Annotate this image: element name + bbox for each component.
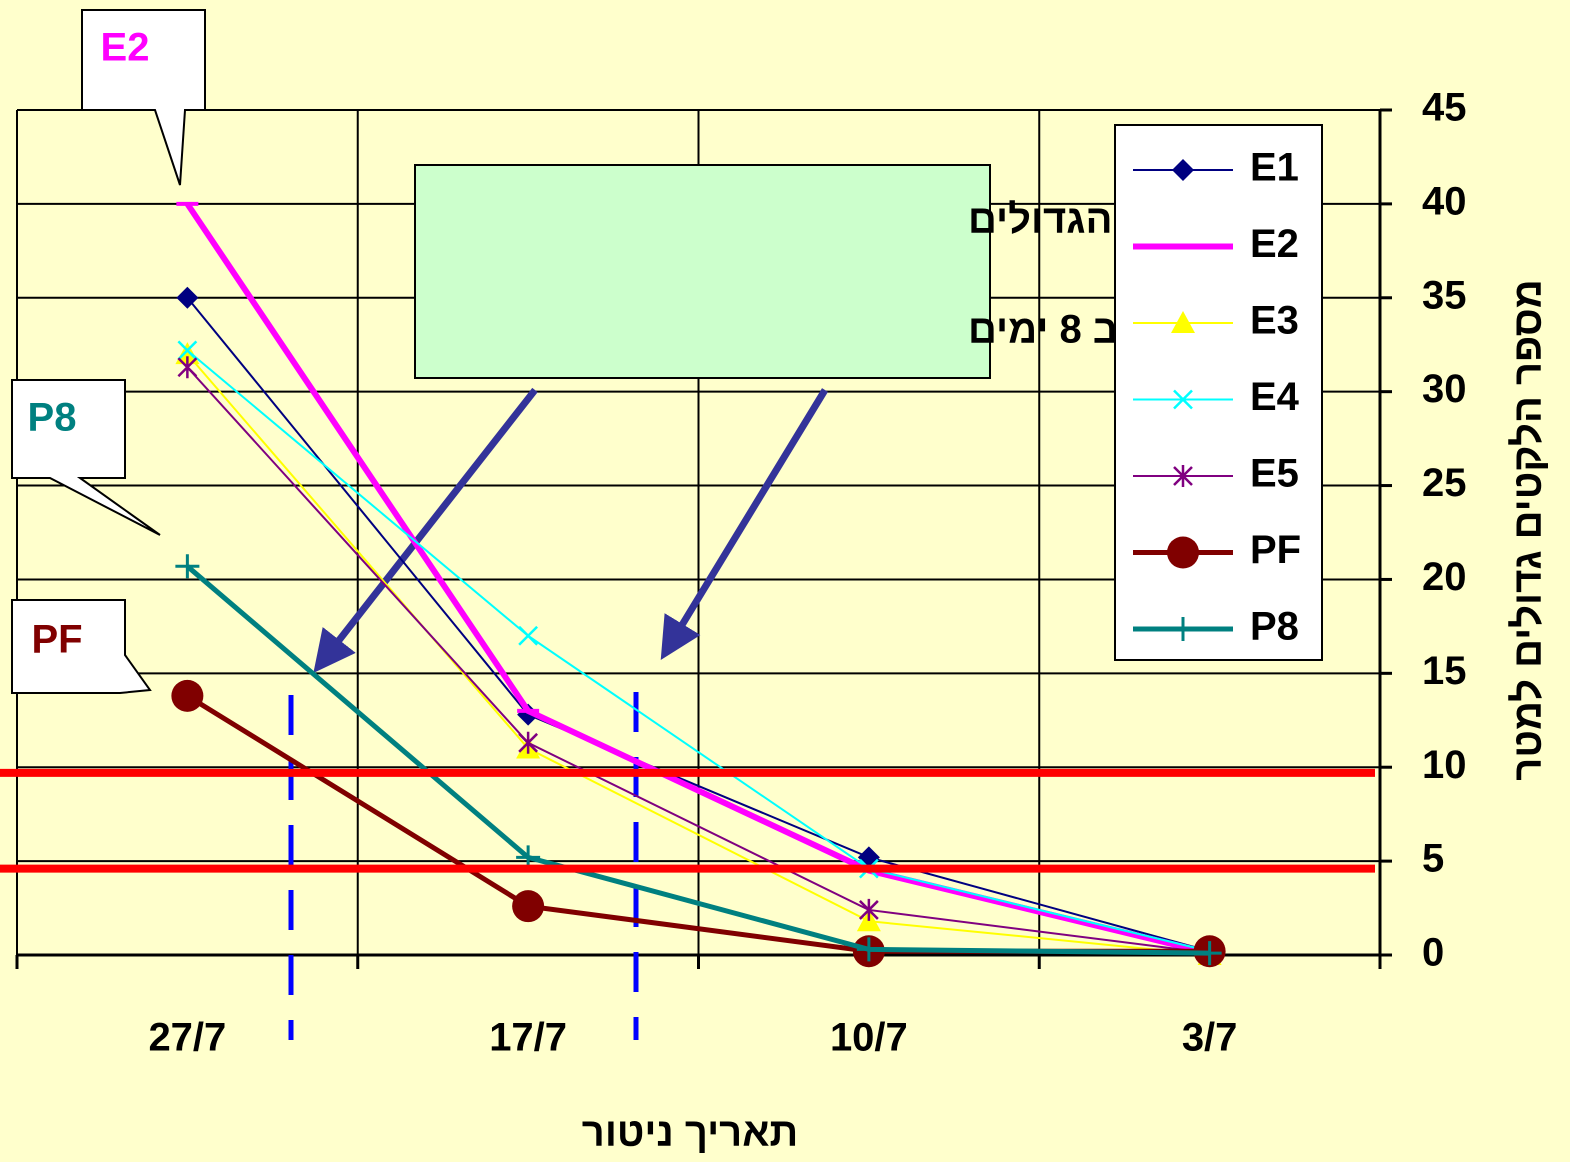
marker (171, 679, 204, 712)
marker (512, 890, 545, 923)
marker (1167, 536, 1199, 569)
arrow (313, 387, 538, 674)
y-axis-label: מספר הלקטים גדולים למטר (1506, 279, 1550, 780)
y-tick-label: 15 (1422, 649, 1467, 693)
marker (175, 342, 200, 365)
y-tick-label: 10 (1422, 743, 1467, 787)
legend-box (1114, 124, 1323, 661)
series-line (185, 564, 1210, 956)
y-tick-label: 0 (1422, 931, 1444, 975)
series-line (186, 353, 1210, 956)
series-line (186, 297, 1210, 953)
arrow (660, 388, 828, 660)
x-tick-label: 27/7 (148, 1016, 226, 1060)
legend-label: E2 (1250, 222, 1299, 266)
y-tick-label: 25 (1422, 461, 1467, 505)
marker (858, 898, 879, 921)
y-tick-label: 45 (1422, 86, 1467, 130)
x-tick-label: 10/7 (830, 1016, 908, 1060)
marker (1173, 465, 1193, 487)
callout-box (11, 599, 152, 694)
series-line (184, 202, 1211, 957)
y-tick-label: 5 (1422, 837, 1444, 881)
legend: E1 E2 E3 E4 E5 PF P8 (1114, 124, 1323, 661)
legend-label: P8 (1250, 605, 1299, 649)
series-line (186, 349, 1210, 953)
legend-label: E5 (1250, 452, 1299, 496)
marker (176, 286, 199, 309)
y-tick-label: 30 (1422, 367, 1467, 411)
x-tick-label: 3/7 (1182, 1016, 1238, 1060)
series-line (186, 366, 1210, 955)
marker (175, 554, 200, 579)
x-axis-label: תאריך ניטור (582, 1111, 798, 1155)
x-tick-label: 17/7 (489, 1016, 567, 1060)
annotation-box (414, 164, 991, 379)
callout-label: E2 (101, 26, 150, 70)
callout-box (81, 9, 206, 186)
callout-box (11, 379, 161, 536)
legend-label: E4 (1250, 375, 1300, 419)
marker (177, 340, 198, 361)
marker (1171, 617, 1195, 641)
y-tick-label: 40 (1422, 179, 1467, 223)
callout-label: P8 (28, 396, 77, 440)
legend-label: PF (1250, 528, 1301, 572)
marker (177, 356, 198, 379)
marker (518, 731, 539, 754)
marker (1171, 311, 1195, 333)
y-tick-label: 20 (1422, 555, 1467, 599)
marker (518, 625, 539, 646)
legend-label: E3 (1250, 299, 1299, 343)
legend-label: E1 (1250, 146, 1299, 190)
marker (856, 937, 881, 962)
y-tick-label: 35 (1422, 273, 1467, 317)
marker (1173, 389, 1193, 410)
marker (1197, 941, 1222, 966)
callout-label: PF (31, 618, 82, 662)
marker (1172, 159, 1194, 181)
